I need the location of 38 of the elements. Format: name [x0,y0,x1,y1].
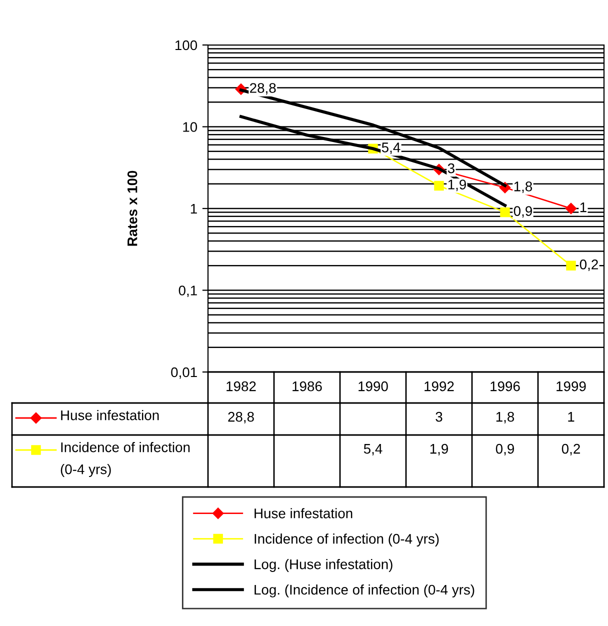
text: Incidence of infection (0-4 yrs) [254,534,439,547]
legend-label: Log. (Huse infestation) [254,559,392,572]
point [565,202,577,214]
text: 28,8 [250,83,276,95]
y-axis-title: Rates x 100 [127,170,138,246]
text: Huse infestation [254,508,352,518]
data-label: 0,9 [496,444,514,456]
legend-label: Huse infestation [61,410,159,420]
x-tick-label: 1992 [424,381,454,392]
y-tick-label: 0,1 [178,286,197,298]
data-label: 5,4 [364,444,382,456]
text: 1,8 [514,182,532,193]
x-tick-label: 1986 [292,381,322,392]
legend-label: Log. (Incidence of infection (0-4 yrs) [254,584,474,598]
y-tick-label: 100 [175,40,198,50]
point [500,207,510,218]
data-label: 1,9 [430,444,448,456]
text: 5,4 [382,142,400,154]
x-tick-label: 1982 [226,381,256,392]
data-label: 0,2 [562,444,580,456]
text: 3 [448,163,454,174]
y-tick-label: 10 [183,122,198,132]
point [566,260,576,270]
data-label: 3 [436,412,442,422]
text: 0,2 [580,260,598,272]
x-tick-label: 1996 [490,381,520,392]
data-label: 28,8 [228,412,254,424]
x-tick-label: 1990 [358,381,388,392]
text: 0,9 [514,206,532,218]
text: 1,9 [448,180,466,192]
legend-label: Incidence of infection (0-4 yrs) [60,442,190,477]
text: 1 [580,202,586,212]
data-label: 1,8 [496,412,514,424]
x-tick-label: 1999 [556,381,586,392]
data-label: 1 [568,412,574,422]
y-tick-label: 0,01 [171,367,197,379]
point [434,180,444,191]
y-tick-label: 1 [190,204,197,214]
